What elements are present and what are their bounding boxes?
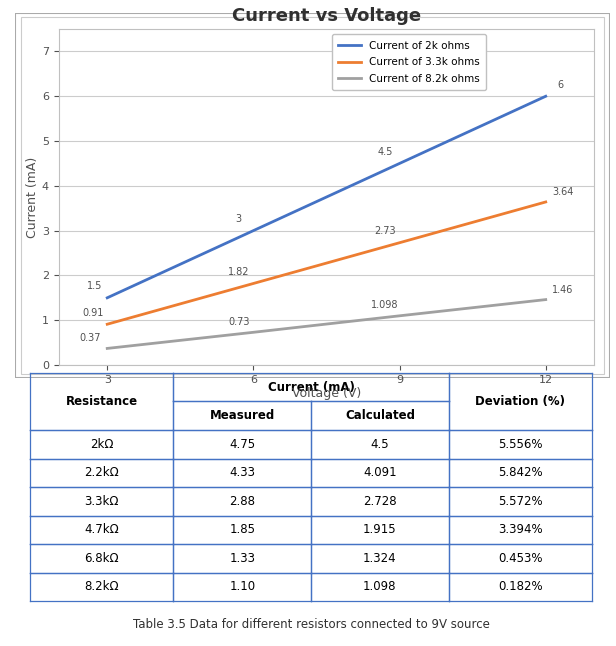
Text: 0.453%: 0.453% — [498, 552, 543, 565]
Text: 4.75: 4.75 — [229, 438, 256, 451]
Text: 0.73: 0.73 — [228, 317, 249, 327]
Text: 6.8kΩ: 6.8kΩ — [84, 552, 119, 565]
Text: 3.3kΩ: 3.3kΩ — [84, 495, 119, 508]
Text: 1.5: 1.5 — [87, 281, 103, 291]
Text: Table 3.5 Data for different resistors connected to 9V source: Table 3.5 Data for different resistors c… — [132, 618, 490, 631]
Text: 1.85: 1.85 — [229, 523, 255, 536]
Text: Measured: Measured — [209, 410, 275, 422]
Text: Deviation (%): Deviation (%) — [476, 395, 565, 408]
Text: Resistance: Resistance — [66, 395, 138, 408]
X-axis label: Voltage (V): Voltage (V) — [292, 388, 361, 401]
Text: 1.324: 1.324 — [363, 552, 397, 565]
Text: 1.82: 1.82 — [228, 267, 249, 276]
Text: 1.46: 1.46 — [552, 285, 573, 295]
Text: Figure 3.5 Current versus Voltage Graph of different resistors: Figure 3.5 Current versus Voltage Graph … — [130, 328, 492, 341]
Text: 0.91: 0.91 — [82, 307, 103, 318]
Line: Current of 8.2k ohms: Current of 8.2k ohms — [107, 300, 546, 348]
Text: 2.728: 2.728 — [363, 495, 397, 508]
Current of 3.3k ohms — [249, 280, 257, 287]
Current of 2k ohms — [103, 294, 111, 302]
Text: Calculated: Calculated — [345, 410, 415, 422]
Current of 3.3k ohms — [542, 198, 549, 206]
Line: Current of 2k ohms: Current of 2k ohms — [107, 96, 546, 298]
Text: 8.2kΩ: 8.2kΩ — [84, 580, 119, 593]
Y-axis label: Current (mA): Current (mA) — [26, 156, 39, 238]
Line: Current of 3.3k ohms: Current of 3.3k ohms — [107, 202, 546, 324]
Text: 0.182%: 0.182% — [498, 580, 543, 593]
Current of 8.2k ohms — [249, 328, 257, 336]
Text: 4.5: 4.5 — [377, 147, 392, 157]
Text: 2.2kΩ: 2.2kΩ — [84, 466, 120, 479]
Current of 8.2k ohms — [103, 344, 111, 352]
Text: 3: 3 — [236, 214, 242, 224]
Current of 2k ohms — [396, 160, 403, 167]
Text: 4.091: 4.091 — [363, 466, 397, 479]
Text: 0.37: 0.37 — [79, 333, 101, 343]
Current of 2k ohms — [542, 92, 549, 100]
Current of 8.2k ohms — [396, 312, 403, 320]
Text: 1.10: 1.10 — [229, 580, 256, 593]
Current of 8.2k ohms — [542, 296, 549, 304]
Text: 5.556%: 5.556% — [498, 438, 543, 451]
Text: Current (mA): Current (mA) — [267, 380, 355, 394]
Text: 6: 6 — [557, 79, 564, 90]
Text: 5.842%: 5.842% — [498, 466, 543, 479]
Text: 4.5: 4.5 — [371, 438, 389, 451]
Text: 1.915: 1.915 — [363, 523, 397, 536]
Text: 2.88: 2.88 — [229, 495, 255, 508]
Title: Current vs Voltage: Current vs Voltage — [232, 6, 421, 25]
Text: 2kΩ: 2kΩ — [90, 438, 113, 451]
Text: 1.098: 1.098 — [363, 580, 397, 593]
Current of 3.3k ohms — [396, 239, 403, 247]
Current of 2k ohms — [249, 227, 257, 234]
Current of 3.3k ohms — [103, 320, 111, 328]
Text: 4.7kΩ: 4.7kΩ — [84, 523, 120, 536]
Text: 5.572%: 5.572% — [498, 495, 543, 508]
Text: 1.098: 1.098 — [371, 300, 399, 311]
Text: 1.33: 1.33 — [229, 552, 255, 565]
Text: 2.73: 2.73 — [374, 226, 395, 236]
Text: 3.64: 3.64 — [552, 187, 573, 196]
Legend: Current of 2k ohms, Current of 3.3k ohms, Current of 8.2k ohms: Current of 2k ohms, Current of 3.3k ohms… — [331, 34, 486, 90]
Text: 4.33: 4.33 — [229, 466, 255, 479]
Text: 3.394%: 3.394% — [498, 523, 543, 536]
